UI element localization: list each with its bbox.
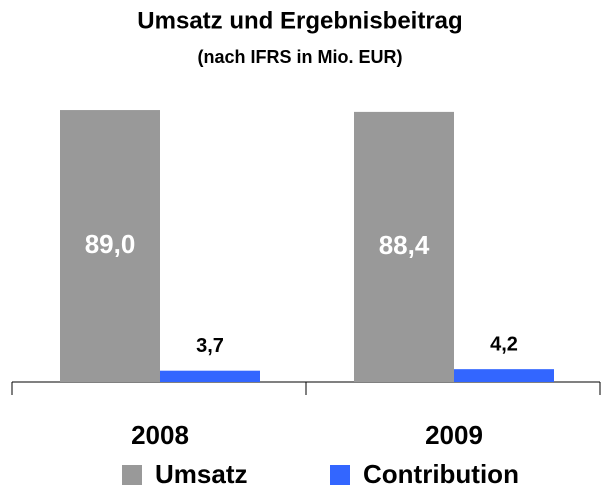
legend-swatch [122,465,142,485]
legend-label: Umsatz [155,459,247,489]
chart-subtitle: (nach IFRS in Mio. EUR) [198,47,403,67]
legend-label: Contribution [363,459,519,489]
bar [454,369,554,382]
x-tick-label: 2009 [425,420,483,450]
bar [160,370,260,382]
x-tick-label: 2008 [131,420,189,450]
value-label: 3,7 [196,335,224,357]
bar [60,110,160,383]
value-label: 88,4 [379,230,430,260]
chart-title: Umsatz und Ergebnisbeitrag [137,7,462,34]
value-label: 4,2 [490,333,518,355]
value-label: 89,0 [85,229,136,259]
legend-swatch [330,465,350,485]
bar [354,111,454,382]
